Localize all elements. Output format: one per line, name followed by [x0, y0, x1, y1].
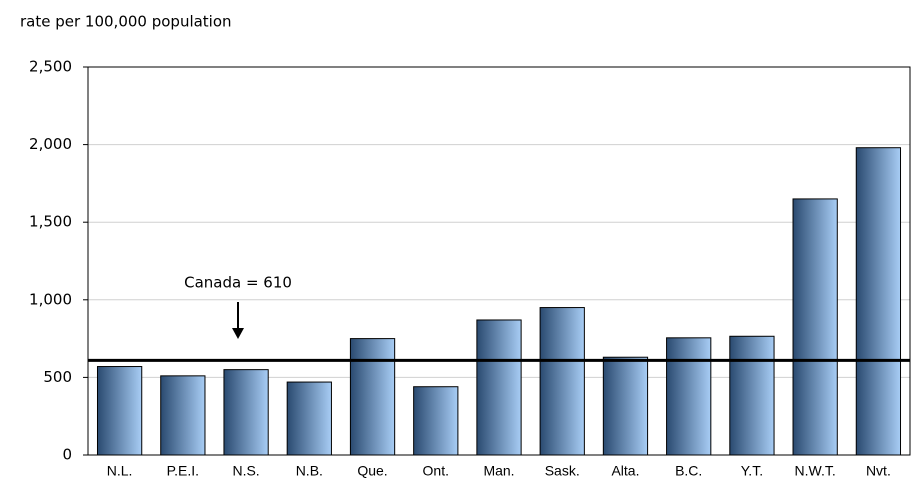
x-tick-label: Nvt. [866, 463, 891, 479]
x-tick-label: Alta. [611, 463, 639, 479]
bar [286, 381, 332, 456]
y-tick-label: 0 [62, 446, 72, 464]
bar [349, 338, 396, 456]
y-tick-label: 2,000 [29, 135, 72, 153]
y-tick-label: 500 [43, 368, 72, 386]
plot-frame [87, 66, 911, 456]
bar [160, 375, 206, 456]
bar [476, 319, 522, 456]
y-axis-label: rate per 100,000 population [20, 13, 232, 31]
bar [96, 366, 143, 456]
x-tick-label: Sask. [545, 463, 580, 479]
y-tick-label: 1,000 [29, 290, 72, 308]
x-tick-label: B.C. [675, 463, 702, 479]
x-tick-label: Y.T. [741, 463, 763, 479]
x-tick-label: P.E.I. [167, 463, 199, 479]
bar [413, 386, 459, 456]
annotation: Canada = 610 [184, 274, 292, 292]
bar [792, 198, 838, 456]
x-tick-label: Que. [357, 463, 387, 479]
x-tick-label: N.B. [296, 463, 323, 479]
bar [729, 335, 775, 456]
y-tick-label: 1,500 [29, 213, 72, 231]
bar [223, 369, 269, 456]
x-tick-label: N.L. [107, 463, 133, 479]
y-tick-label: 2,500 [29, 58, 72, 76]
x-tick-label: Man. [483, 463, 514, 479]
bar [666, 337, 712, 456]
annotation-arrowhead [232, 328, 244, 339]
x-tick-label: N.W.T. [795, 463, 836, 479]
bar [602, 356, 649, 456]
x-tick-label: N.S. [232, 463, 259, 479]
bar [539, 307, 585, 456]
bar [855, 147, 902, 456]
x-tick-label: Ont. [423, 463, 449, 479]
